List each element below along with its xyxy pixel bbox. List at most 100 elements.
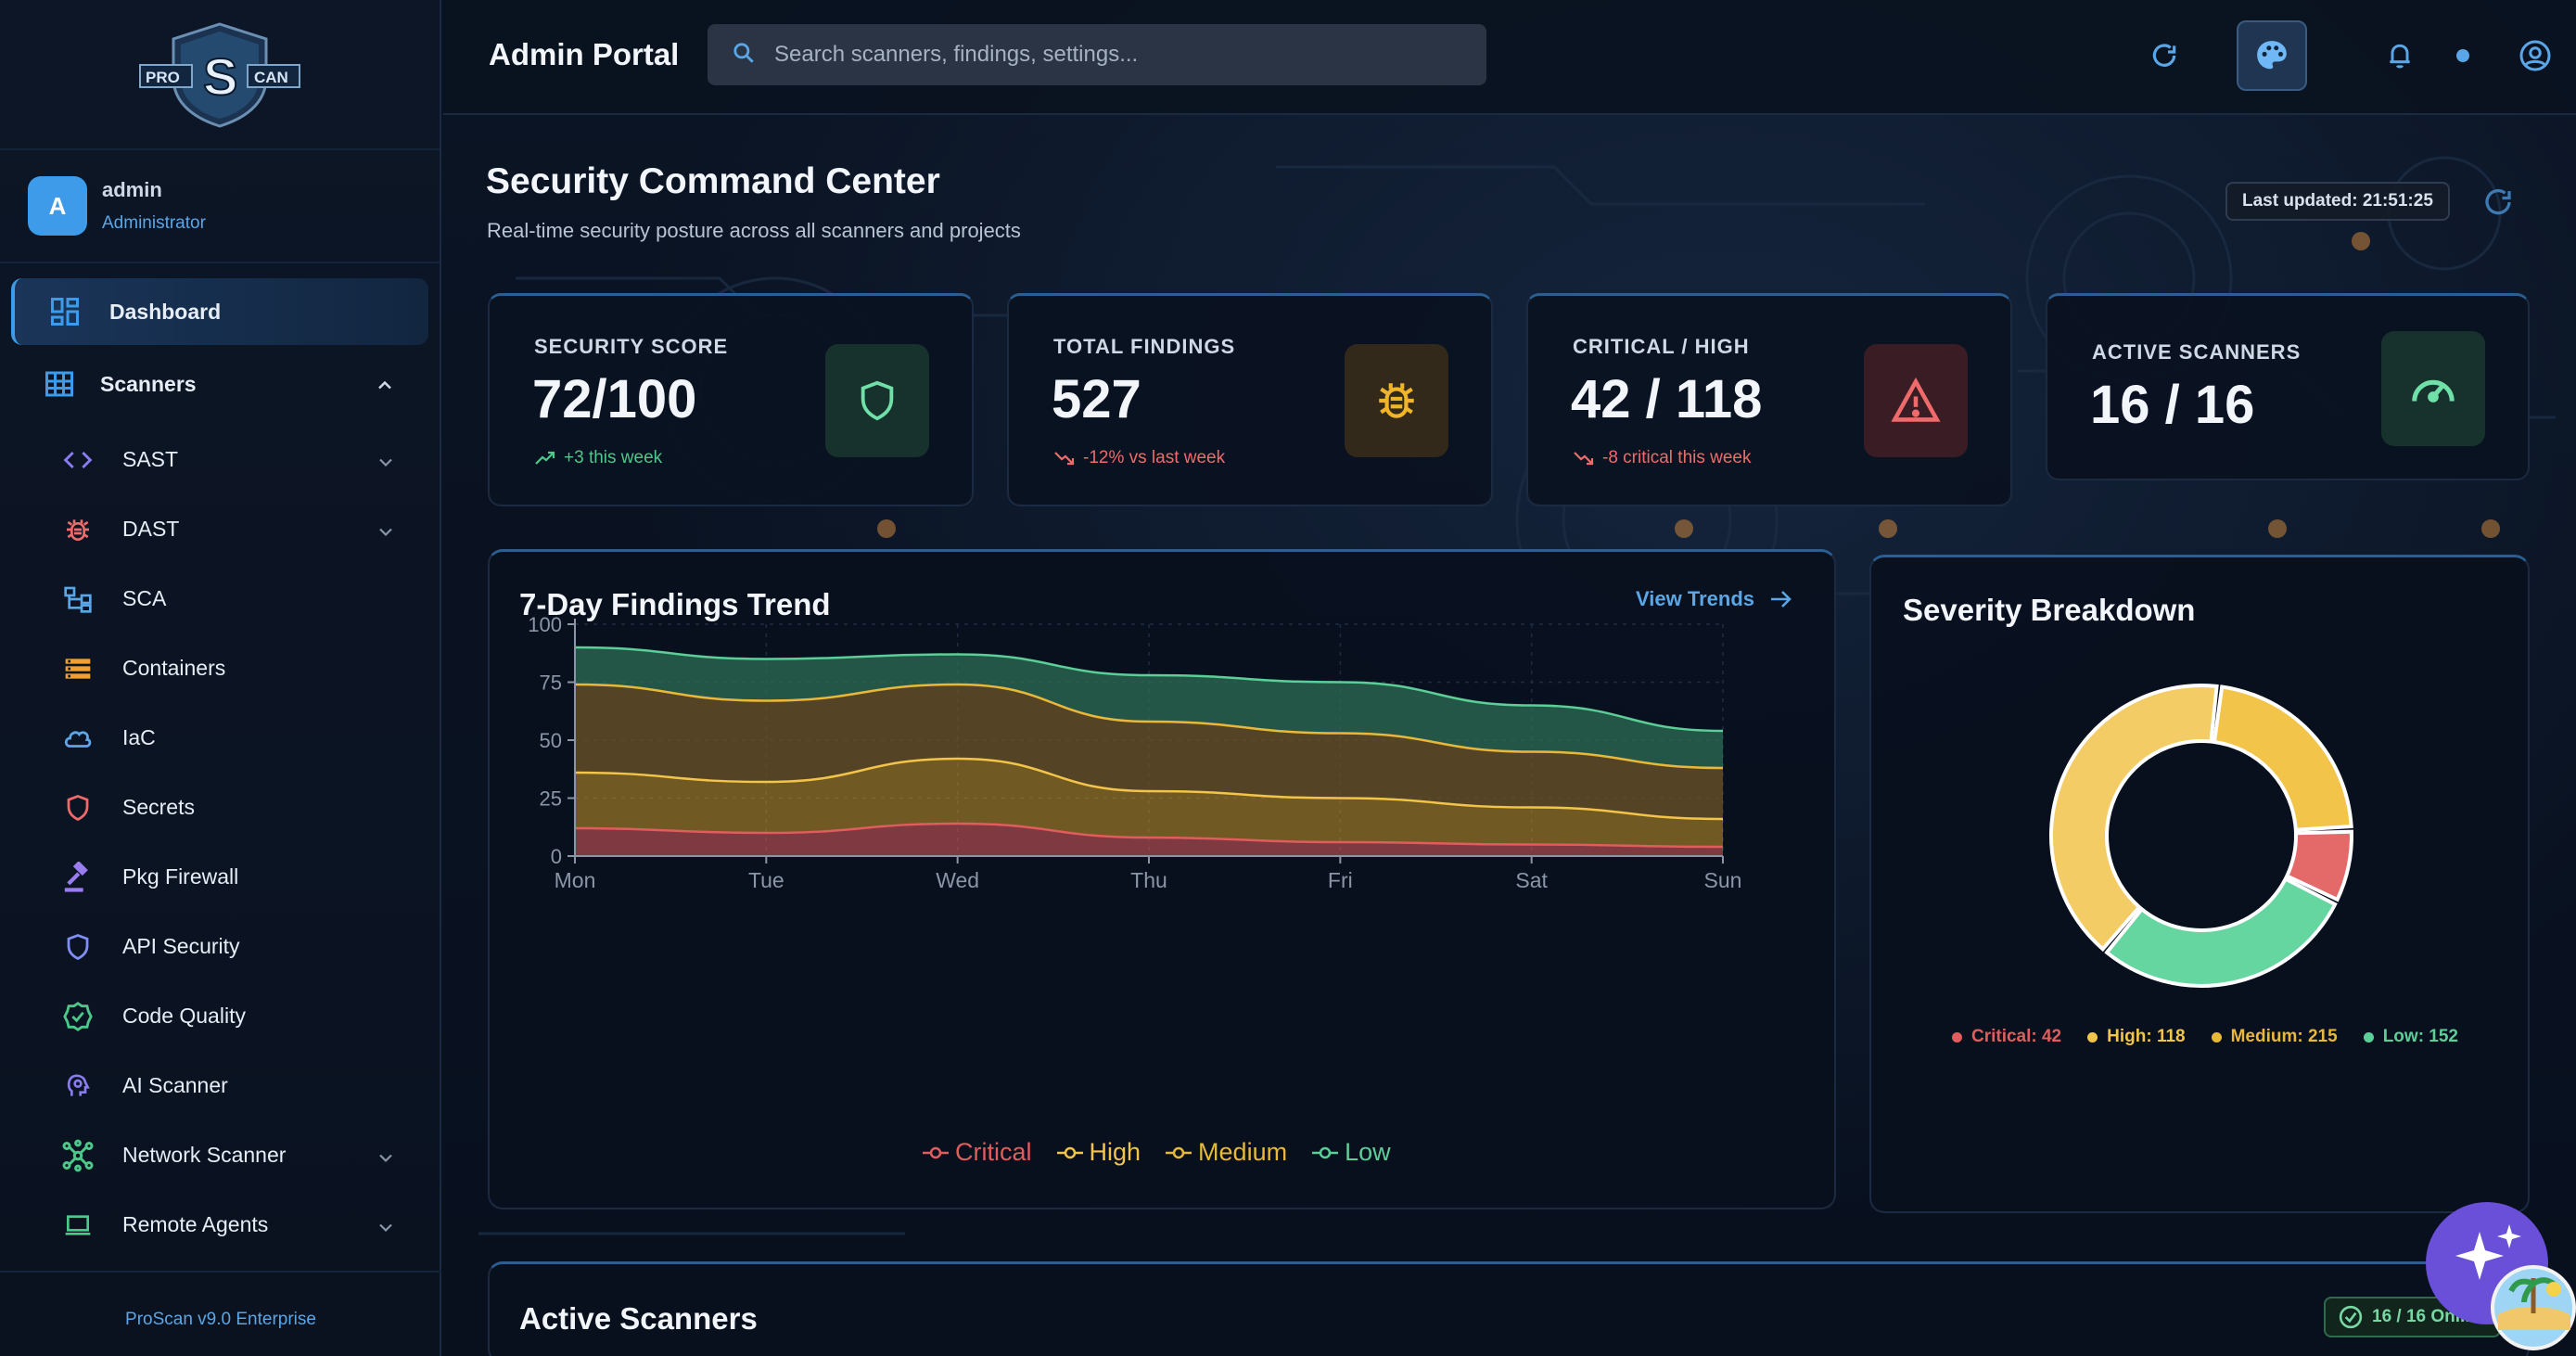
sidebar-item-label: DAST [122, 517, 180, 541]
account-button[interactable] [2509, 30, 2561, 82]
arrow-right-icon [1771, 591, 1792, 608]
severity-legend-item-medium: Medium: 215 [2211, 1027, 2338, 1047]
donut-slice-low[interactable] [2104, 876, 2338, 988]
user-role: Administrator [102, 213, 206, 233]
stat-value: 42 / 118 [1571, 369, 1763, 429]
ai-head-icon [61, 1069, 95, 1103]
svg-text:CAN: CAN [254, 69, 288, 86]
avatar: A [28, 176, 87, 236]
y-tick-label: 100 [528, 613, 562, 636]
version-label: ProScan v9.0 Enterprise [125, 1310, 316, 1329]
portal-title: Admin Portal [489, 37, 680, 71]
shield-icon [825, 344, 929, 457]
legend-label: Medium [1198, 1138, 1288, 1166]
chevron-down-icon [378, 1212, 393, 1237]
chevron-down-icon [378, 517, 393, 542]
stat-value: 16 / 16 [2090, 375, 2255, 435]
legend-marker-icon [1312, 1146, 1339, 1158]
x-tick-label: Fri [1328, 868, 1353, 892]
sidebar-item-label: Network Scanner [122, 1143, 287, 1167]
sidebar-item-code-quality[interactable]: Code Quality [0, 981, 440, 1051]
stat-card-total-findings[interactable]: TOTAL FINDINGS 527 -12% vs last week [1007, 293, 1493, 506]
ai-assistant-button[interactable] [2424, 1200, 2576, 1352]
sidebar-item-label: IaC [122, 725, 156, 749]
sidebar-item-scanners[interactable]: Scanners [0, 351, 440, 417]
top-bar: Admin Portal [443, 0, 2576, 115]
stat-value: 72/100 [532, 369, 697, 429]
search-bar[interactable] [708, 24, 1486, 85]
panel-title: 7-Day Findings Trend [519, 587, 831, 621]
last-updated-badge: Last updated: 21:51:25 [2225, 182, 2450, 221]
line-medium [574, 683, 1724, 770]
area-low [575, 647, 1723, 768]
check-circle-icon [2339, 1305, 2363, 1329]
area-high [575, 759, 1723, 847]
theme-button[interactable] [2237, 20, 2307, 91]
speedometer-icon [2381, 331, 2485, 446]
sidebar-item-containers[interactable]: Containers [0, 633, 440, 703]
legend-label: High [1089, 1138, 1141, 1166]
code-icon [61, 443, 95, 477]
x-tick-label: Thu [1130, 868, 1167, 892]
notifications-button[interactable] [2374, 30, 2426, 82]
cloud-icon [61, 722, 95, 755]
donut-slice-medium[interactable] [2049, 684, 2219, 953]
sidebar-item-sast[interactable]: SAST [0, 425, 440, 494]
donut-slice-critical[interactable] [2284, 829, 2353, 902]
stat-card-active-scanners[interactable]: ACTIVE SCANNERS 16 / 16 [2046, 293, 2530, 480]
sidebar-item-label: Pkg Firewall [122, 864, 239, 889]
sidebar-item-secrets[interactable]: Secrets [0, 773, 440, 842]
verified-badge-icon [61, 1000, 95, 1033]
stat-card-critical-high[interactable]: CRITICAL / HIGH 42 / 118 -8 critical thi… [1526, 293, 2012, 506]
sidebar-item-label: SAST [122, 447, 179, 471]
sidebar-item-sca[interactable]: SCA [0, 564, 440, 633]
sidebar-item-iac[interactable]: IaC [0, 703, 440, 773]
sidebar-item-label: SCA [122, 586, 167, 610]
legend-label: Medium: 215 [2230, 1027, 2338, 1046]
view-trends-link[interactable]: View Trends [1636, 587, 1793, 611]
user-profile[interactable]: A admin Administrator [0, 150, 440, 263]
y-tick-label: 0 [551, 845, 562, 868]
legend-item-low[interactable]: Low [1311, 1138, 1391, 1167]
legend-item-critical[interactable]: Critical [922, 1138, 1032, 1167]
sidebar-item-ai-scanner[interactable]: AI Scanner [0, 1051, 440, 1120]
search-input[interactable] [774, 42, 1460, 68]
legend-dot-icon [2211, 1031, 2222, 1043]
sidebar-item-remote-agents[interactable]: Remote Agents [0, 1190, 440, 1260]
bug-icon [1345, 344, 1448, 457]
panel-title: Severity Breakdown [1903, 593, 2196, 627]
trend-chart: 0 25 50 75 100 Mon Tue Wed Thu Fri Sat Sun [528, 613, 1741, 892]
y-tick-label: 25 [540, 787, 562, 811]
dependency-tree-icon [61, 582, 95, 616]
sidebar-item-api-security[interactable]: API Security [0, 912, 440, 981]
auto-refresh-button[interactable] [2481, 185, 2515, 224]
legend-item-high[interactable]: High [1056, 1138, 1141, 1167]
status-dot-icon [2456, 49, 2469, 62]
shield-outline-icon [61, 930, 95, 964]
legend-marker-icon [1056, 1146, 1083, 1158]
x-tick-label: Sat [1515, 868, 1548, 892]
status-indicator [2437, 30, 2489, 82]
donut-chart [2049, 684, 2353, 988]
warning-icon [1864, 344, 1968, 457]
user-circle-icon [2519, 40, 2551, 71]
bell-icon [2390, 44, 2410, 69]
sidebar-item-network-scanner[interactable]: Network Scanner [0, 1120, 440, 1190]
legend-item-medium[interactable]: Medium [1165, 1138, 1287, 1167]
dashboard-icon [48, 295, 82, 328]
legend-label: High: 118 [2107, 1027, 2186, 1046]
legend-marker-icon [923, 1146, 949, 1158]
sidebar-item-dashboard[interactable]: Dashboard [11, 278, 428, 345]
refresh-button[interactable] [2138, 30, 2190, 82]
severity-legend-item-low: Low: 152 [2363, 1027, 2458, 1047]
trend-down-icon [1054, 452, 1075, 466]
sidebar-item-label: Code Quality [122, 1004, 246, 1028]
stat-label: ACTIVE SCANNERS [2092, 340, 2302, 364]
refresh-icon [2152, 44, 2176, 67]
donut-slice-high[interactable] [2212, 684, 2353, 832]
sidebar-item-dast[interactable]: DAST [0, 494, 440, 564]
stat-card-security-score[interactable]: SECURITY SCORE 72/100 +3 this week [488, 293, 974, 506]
brand-logo[interactable]: PRO CAN S [0, 0, 440, 150]
sidebar-item-pkg-firewall[interactable]: Pkg Firewall [0, 842, 440, 912]
